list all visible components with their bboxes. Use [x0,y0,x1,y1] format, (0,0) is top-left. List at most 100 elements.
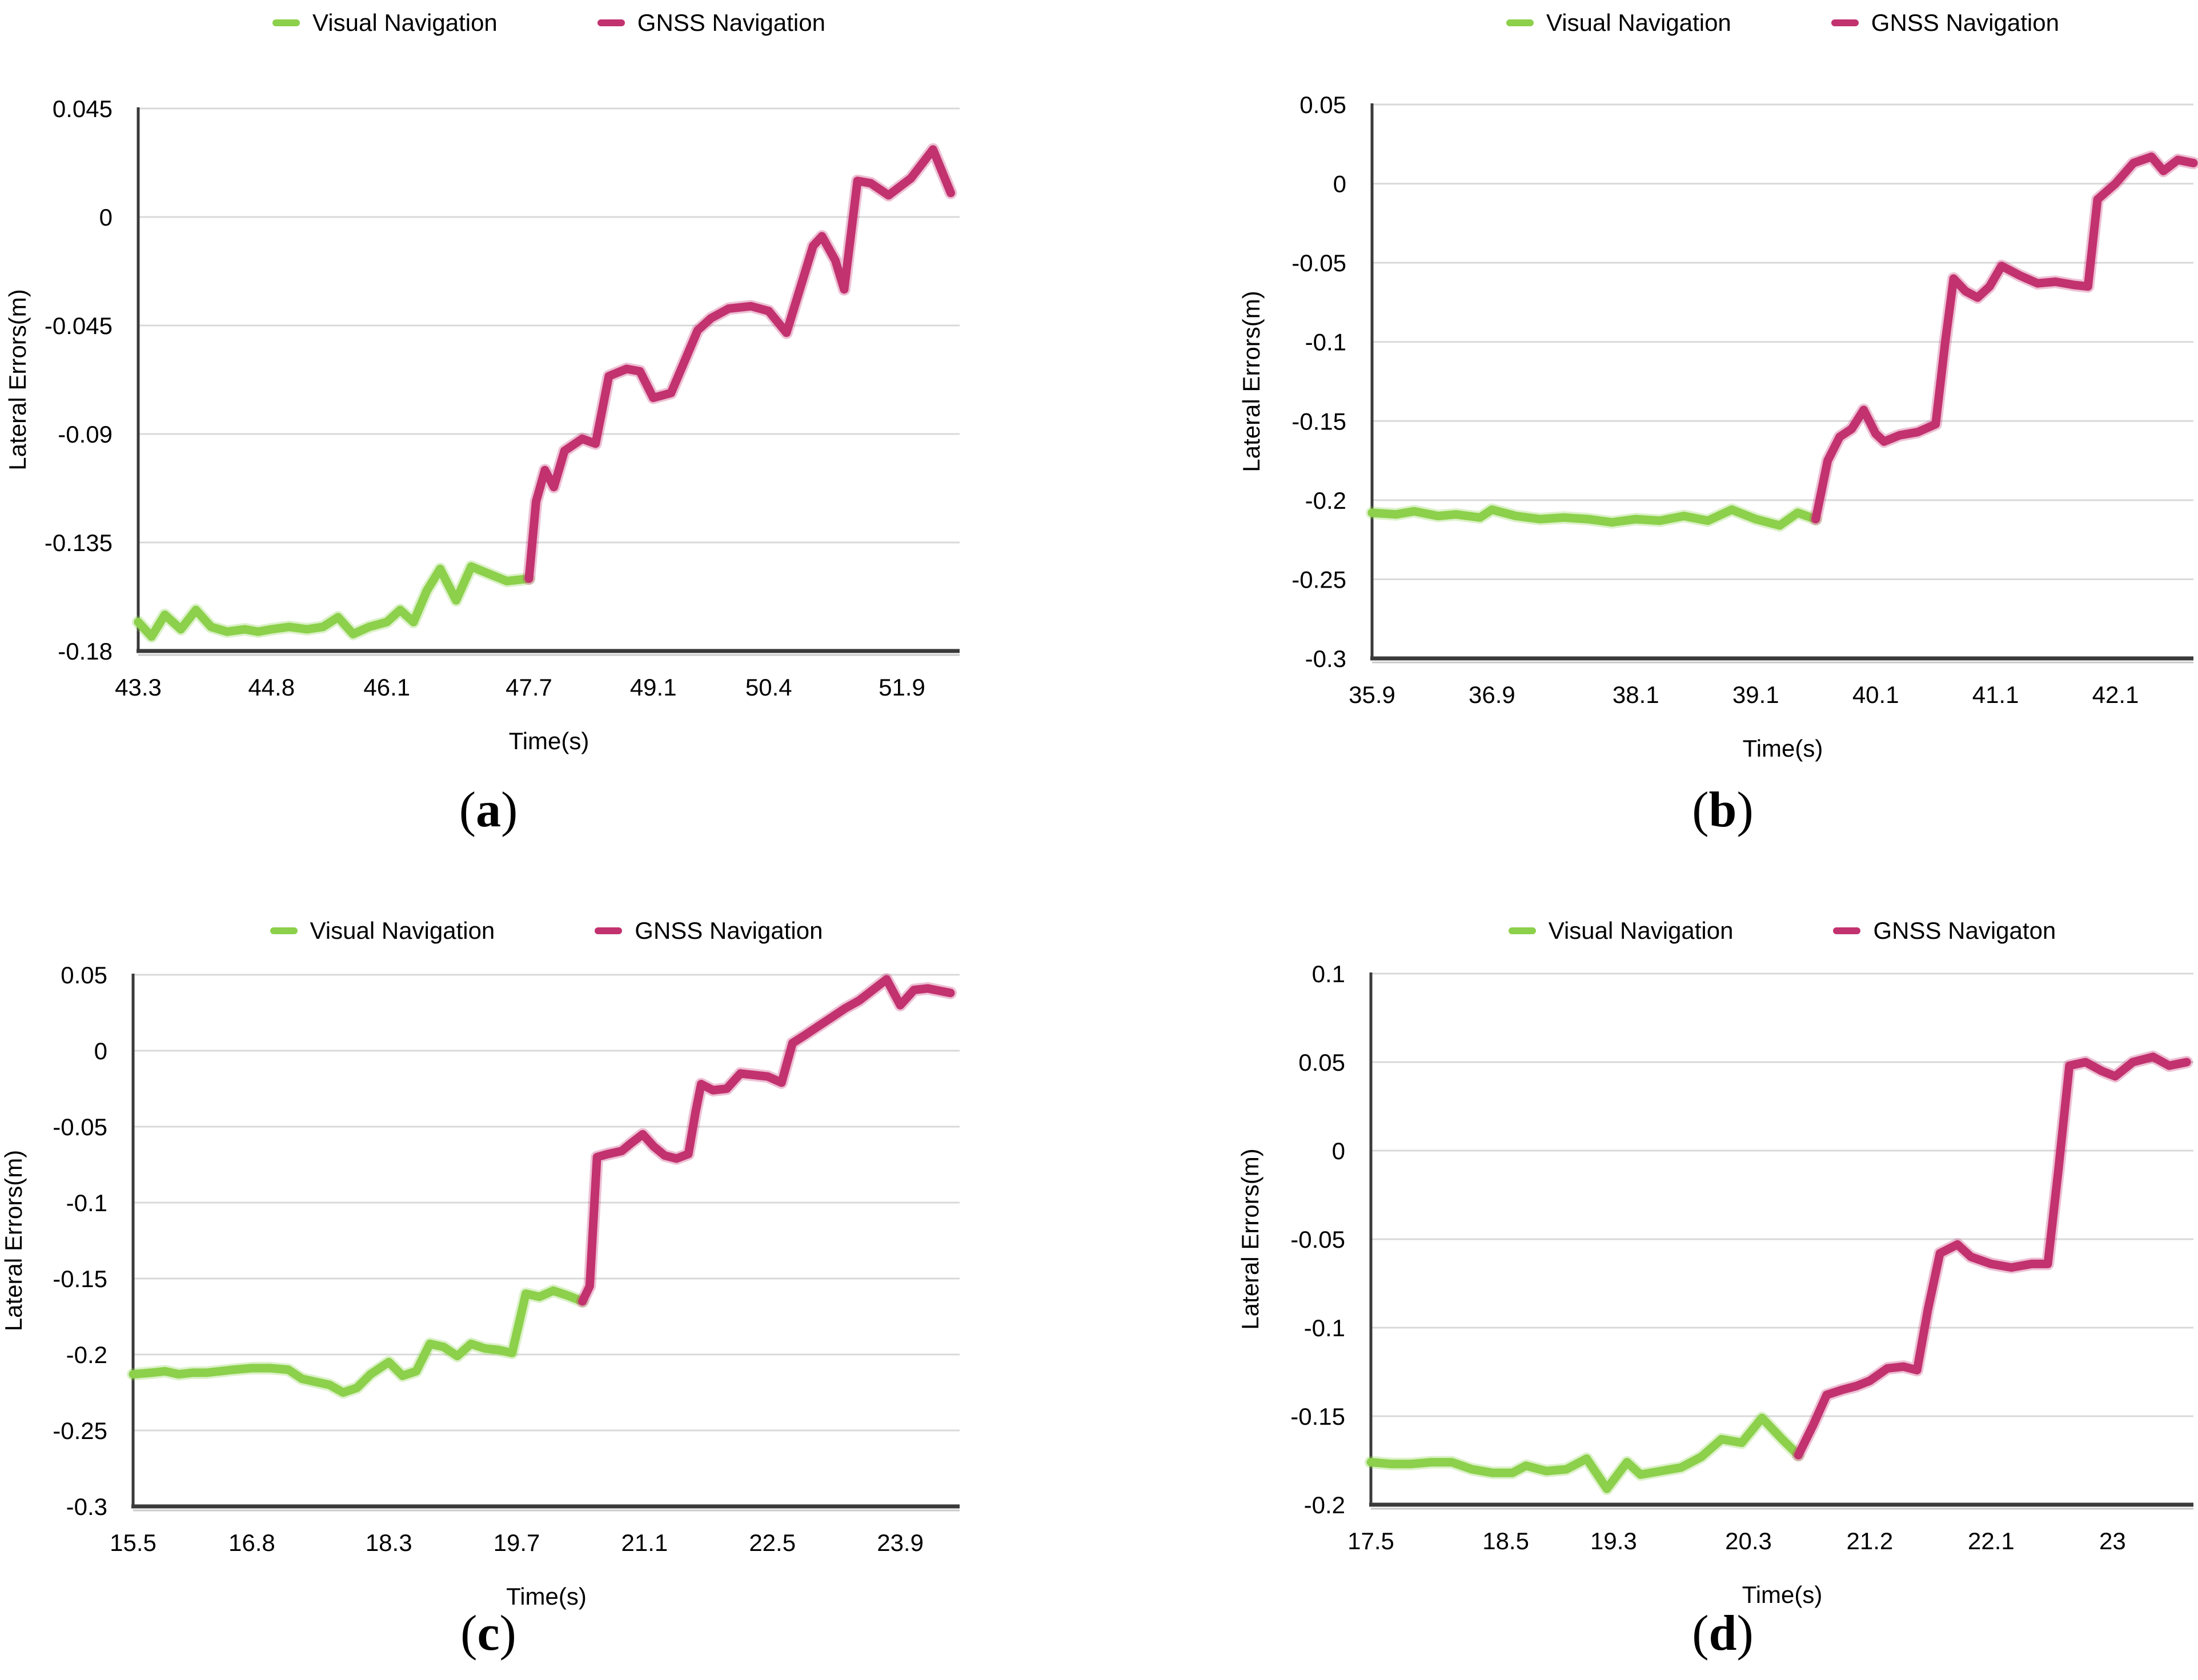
y-tick-label: -0.25 [1291,566,1346,593]
legend-label: GNSS Navigation [637,9,825,36]
y-tick-label: 0 [1332,1138,1345,1164]
gnss-navigation-line [578,975,955,1306]
subfigure-caption-d: (d) [1692,1605,1754,1662]
y-tick-label: 0.05 [1299,91,1346,118]
x-tick-label: 19.3 [1590,1528,1637,1554]
x-tick-label: 19.7 [494,1529,540,1556]
legend-label: Visual Navigation [312,9,498,36]
y-axis-title: Lateral Errors(m) [1238,291,1265,472]
legend-item-gnss: GNSS Navigation [1831,9,2059,37]
y-tick-label: -0.05 [1291,250,1346,276]
y-tick-label: -0.3 [66,1493,107,1520]
legend-swatch-gnss-icon [595,927,623,934]
y-tick-label: 0.05 [1298,1049,1345,1076]
legend-label: GNSS Navigaton [1873,917,2056,944]
x-tick-label: 35.9 [1349,681,1395,708]
caption-close: ) [1736,782,1754,838]
x-axis-title: Time(s) [509,728,589,754]
y-tick-label: -0.045 [45,312,113,339]
legend-item-gnss: GNSS Navigaton [1833,917,2056,945]
caption-open: ( [459,782,476,838]
legend-item-visual: Visual Navigation [272,9,498,37]
caption-open: ( [1692,1606,1709,1661]
y-axis-title: Lateral Errors(m) [0,1150,27,1331]
x-tick-label: 20.3 [1725,1528,1772,1554]
y-tick-label: -0.2 [1305,487,1346,514]
legend-swatch-gnss-icon [1833,927,1861,934]
x-tick-label: 50.4 [745,674,792,701]
visual-navigation-line [129,1286,587,1397]
y-tick-label: -0.1 [66,1189,107,1216]
x-tick-label: 36.9 [1469,681,1515,708]
y-tick-label: -0.1 [1305,329,1346,356]
gnss-navigation-line [1811,152,2198,524]
legend-chart-a: Visual Navigation GNSS Navigation [138,9,960,37]
legend-chart-c: Visual Navigation GNSS Navigation [133,917,960,945]
subfigure-caption-a: (a) [459,781,518,839]
caption-close: ) [501,782,518,838]
visual-navigation-line [134,562,534,641]
y-tick-label: -0.1 [1304,1315,1345,1341]
y-tick-label: 0 [99,204,113,231]
caption-letter: a [476,782,501,838]
x-tick-label: 18.5 [1482,1528,1529,1554]
x-tick-label: 49.1 [630,674,677,701]
legend-swatch-gnss-icon [1831,19,1859,26]
x-tick-label: 43.3 [115,674,162,701]
caption-close: ) [1736,1606,1754,1661]
x-tick-label: 51.9 [879,674,925,701]
y-tick-label: 0.05 [61,962,107,988]
legend-swatch-gnss-icon [597,19,625,26]
legend-swatch-visual-icon [1508,927,1536,934]
y-tick-label: 0.045 [53,95,113,122]
legend-item-gnss: GNSS Navigation [597,9,825,37]
x-tick-label: 23.9 [877,1529,924,1556]
x-tick-label: 38.1 [1613,681,1659,708]
caption-open: ( [1692,782,1709,838]
caption-close: ) [499,1606,516,1661]
y-tick-label: -0.135 [45,529,113,556]
visual-navigation-line [1367,505,1820,530]
y-axis-title: Lateral Errors(m) [4,289,31,470]
caption-letter: c [477,1606,500,1661]
x-axis-title: Time(s) [1742,1581,1823,1608]
legend-label: Visual Navigation [1548,917,1734,944]
x-tick-label: 41.1 [1972,681,2019,708]
legend-chart-d: Visual Navigation GNSS Navigaton [1371,917,2193,945]
legend-label: Visual Navigation [1546,9,1731,36]
x-tick-label: 40.1 [1852,681,1899,708]
legend-label: Visual Navigation [310,917,495,944]
x-tick-label: 18.3 [366,1529,412,1556]
y-tick-label: -0.3 [1305,645,1346,672]
y-tick-label: -0.25 [53,1417,107,1444]
y-tick-label: 0 [94,1038,107,1064]
y-tick-label: -0.05 [53,1114,107,1140]
x-tick-label: 22.5 [749,1529,796,1556]
y-tick-label: -0.18 [58,638,113,665]
y-tick-label: -0.15 [53,1265,107,1292]
legend-item-gnss: GNSS Navigation [595,917,823,945]
x-tick-label: 47.7 [506,674,552,701]
gnss-navigation-line [524,145,955,583]
y-tick-label: -0.05 [1290,1226,1345,1253]
y-tick-label: 0 [1333,171,1346,198]
legend-swatch-visual-icon [272,19,300,26]
subfigure-caption-c: (c) [460,1605,516,1662]
x-tick-label: 17.5 [1347,1528,1394,1554]
x-tick-label: 44.8 [248,674,295,701]
x-tick-label: 42.1 [2092,681,2139,708]
y-tick-label: -0.15 [1291,408,1346,435]
visual-navigation-line [1366,1413,1803,1493]
legend-item-visual: Visual Navigation [1508,917,1734,945]
x-tick-label: 23 [2099,1528,2126,1554]
x-tick-label: 21.2 [1847,1528,1894,1554]
x-axis-title: Time(s) [506,1583,587,1610]
y-tick-label: 0.1 [1312,960,1345,987]
x-tick-label: 46.1 [363,674,410,701]
caption-letter: d [1708,1606,1737,1661]
legend-label: GNSS Navigation [635,917,823,944]
x-axis-title: Time(s) [1743,735,1823,762]
